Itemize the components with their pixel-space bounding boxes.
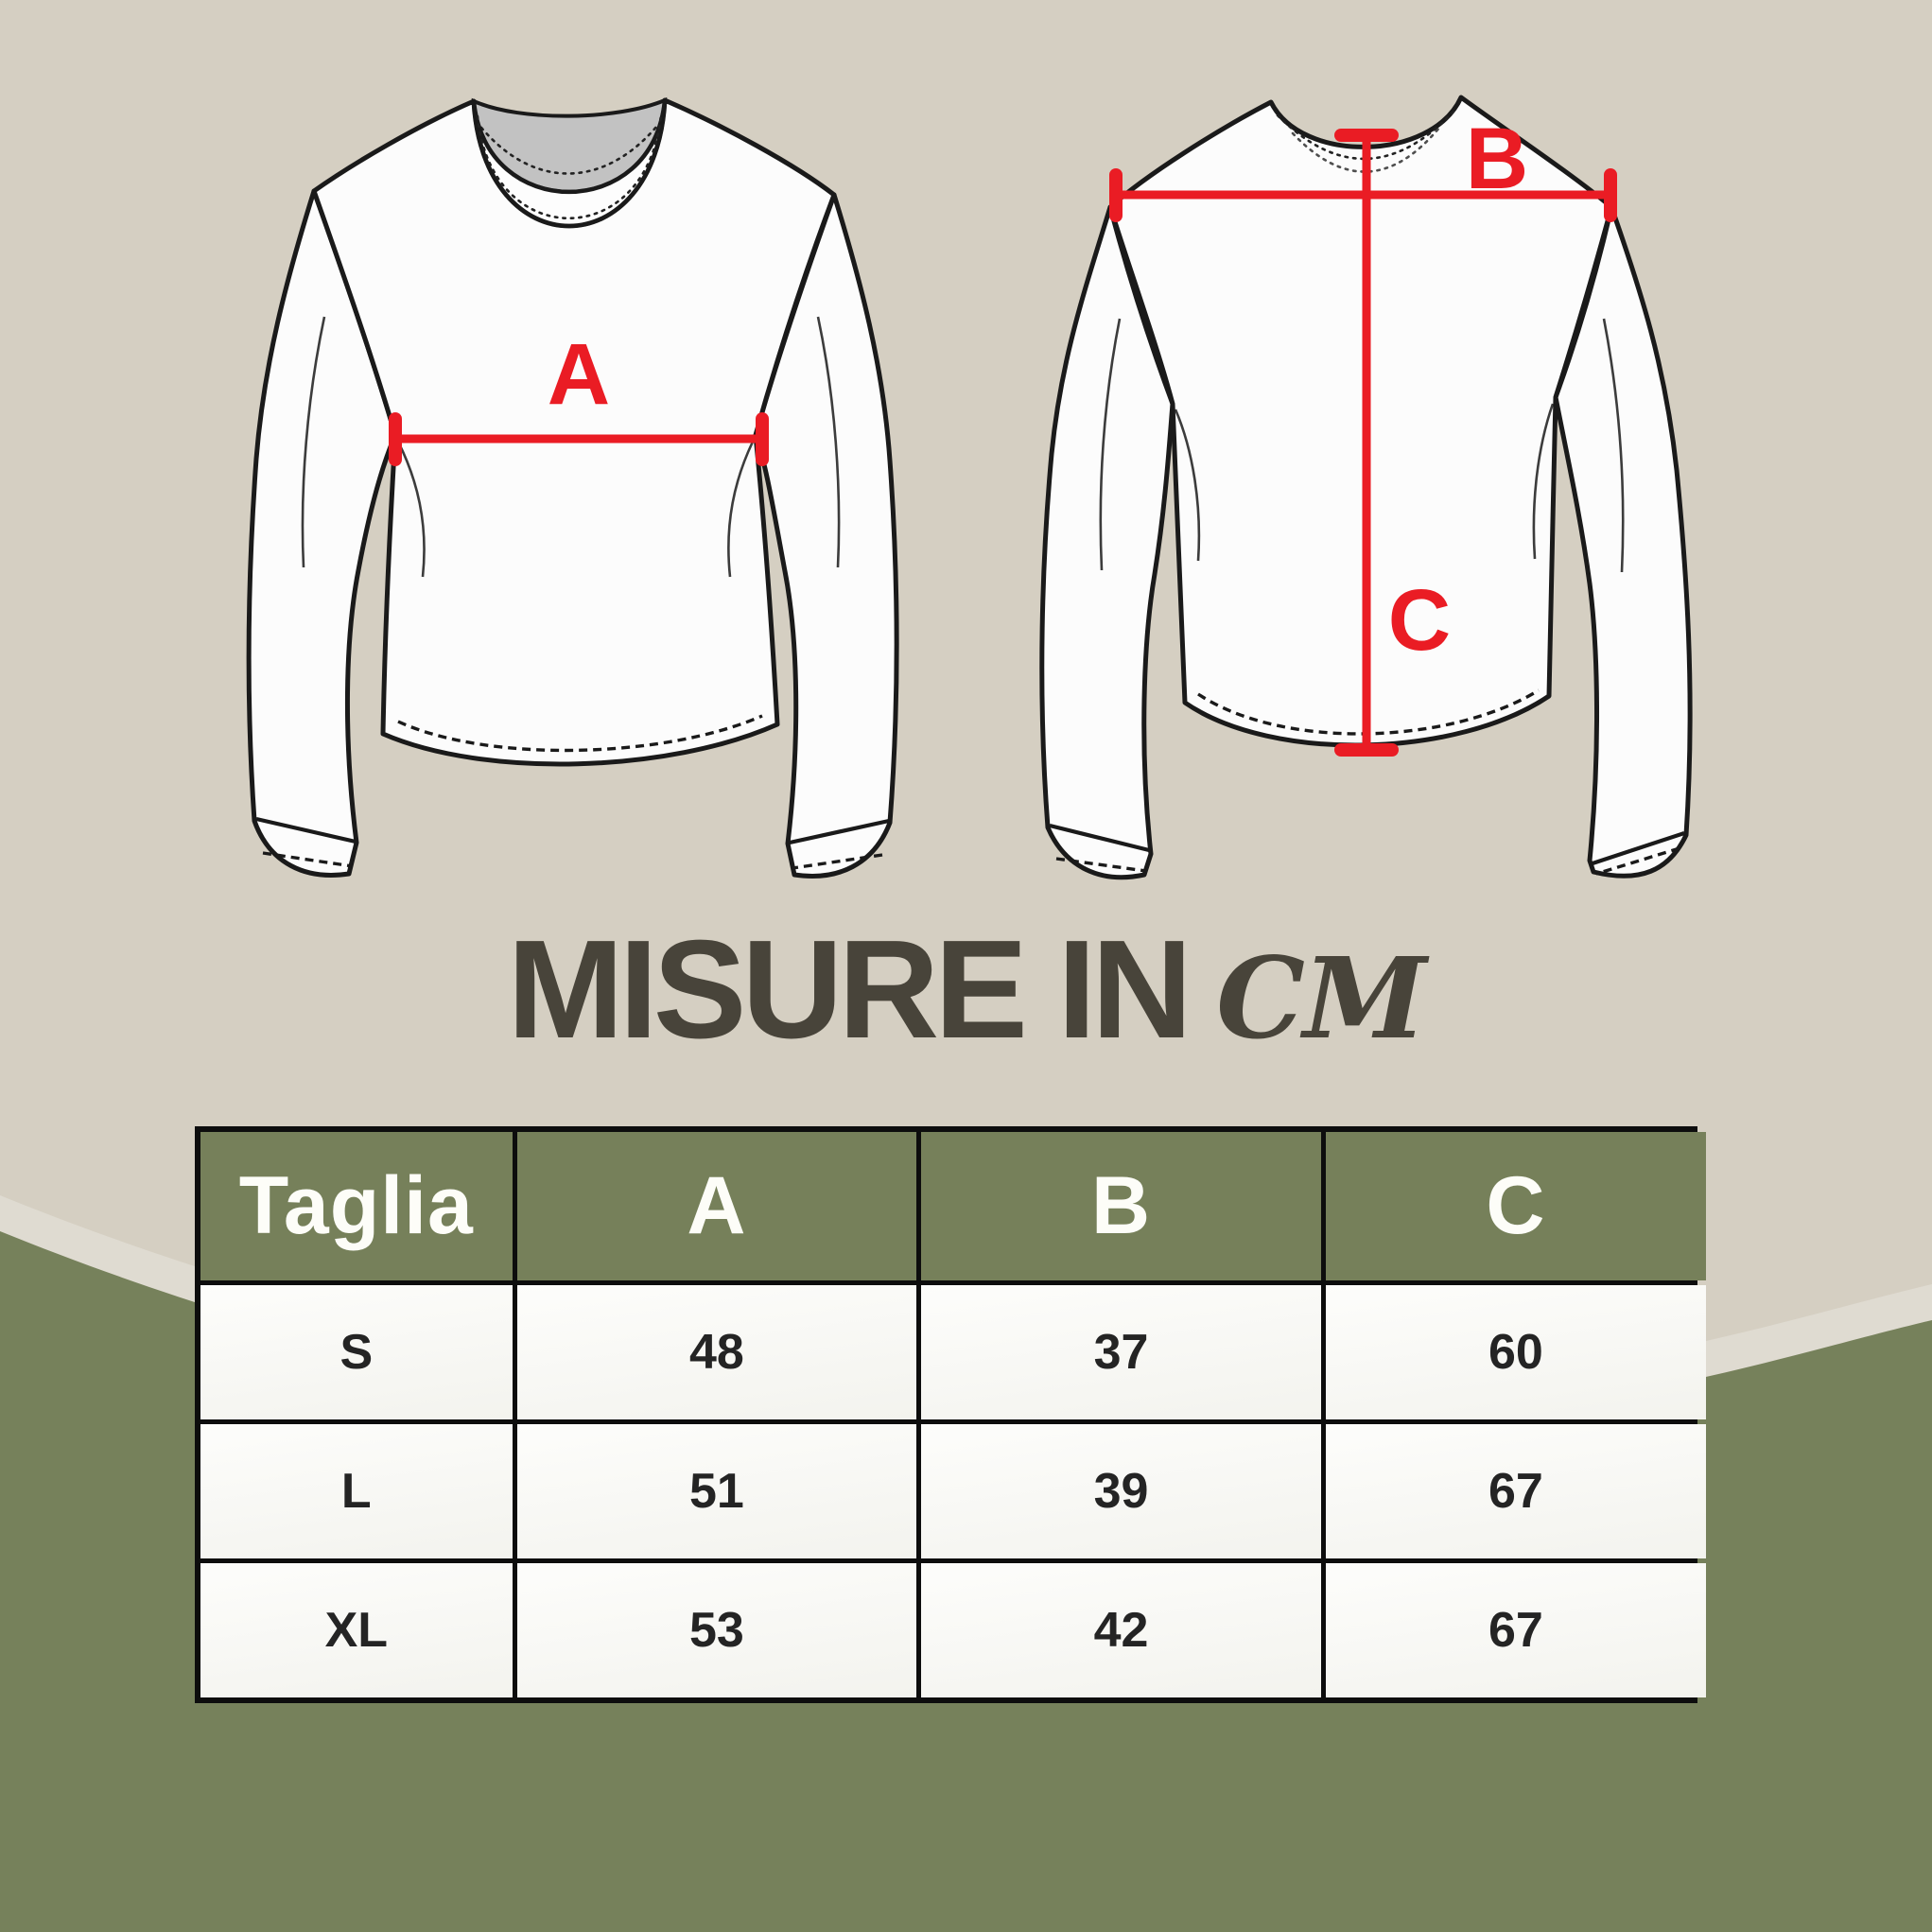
back-right-cuff-seam [1592, 831, 1685, 865]
row-s-c: 60 [1325, 1285, 1706, 1419]
row-s-taglia: S [200, 1285, 513, 1419]
front-left-sleeve-crease [301, 316, 326, 568]
title-unit: CM [1216, 932, 1427, 1064]
back-body [1107, 95, 1614, 748]
back-left-cuff-seam [1049, 823, 1150, 853]
back-left-armpit-fold [1174, 409, 1201, 562]
row-xl-taglia: XL [200, 1563, 513, 1697]
row-l-c: 67 [1325, 1424, 1706, 1558]
front-left-cuff-stitch [262, 851, 354, 868]
front-neck-seam [479, 124, 659, 175]
header-taglia: Taglia [200, 1132, 513, 1280]
front-right-sleeve-crease [816, 316, 841, 568]
back-right-sleeve-crease [1602, 318, 1625, 573]
header-b: B [921, 1132, 1321, 1280]
front-collar-stitch [476, 113, 663, 220]
front-right-cuff-seam [789, 818, 890, 845]
row-s-a: 48 [516, 1285, 917, 1419]
shirt-front-illustration: A [246, 96, 899, 879]
row-xl-a: 53 [516, 1563, 917, 1697]
front-right-cuff-stitch [792, 853, 883, 870]
front-collar-band [471, 99, 668, 229]
title-text: MISURE IN [507, 912, 1192, 1068]
measurement-label-b: B [1466, 111, 1528, 207]
row-xl-c: 67 [1325, 1563, 1706, 1697]
row-l-b: 39 [921, 1424, 1321, 1558]
back-left-sleeve-crease [1099, 318, 1122, 571]
front-right-armpit-fold [727, 441, 755, 578]
header-c: C [1325, 1132, 1706, 1280]
size-chart-table: Taglia A B C S 48 37 60 L 51 39 67 XL 53… [195, 1126, 1706, 1703]
row-l-taglia: L [200, 1424, 513, 1558]
measurement-label-c: C [1388, 572, 1451, 669]
shirt-back-illustration: B C [1039, 95, 1693, 880]
measurement-label-a: A [548, 326, 610, 423]
front-left-armpit-fold [396, 441, 426, 578]
back-collar-stitch-inner [1291, 126, 1441, 173]
front-hem-stitch [397, 714, 763, 753]
header-a: A [516, 1132, 917, 1280]
row-s-b: 37 [921, 1285, 1321, 1419]
back-left-cuff-stitch [1055, 857, 1147, 873]
front-left-cuff-seam [255, 816, 357, 844]
back-right-armpit-fold [1532, 403, 1555, 560]
row-l-a: 51 [516, 1424, 917, 1558]
back-right-cuff-stitch [1595, 846, 1680, 876]
row-xl-b: 42 [921, 1563, 1321, 1697]
page-title: MISURE IN CM [507, 910, 1427, 1070]
